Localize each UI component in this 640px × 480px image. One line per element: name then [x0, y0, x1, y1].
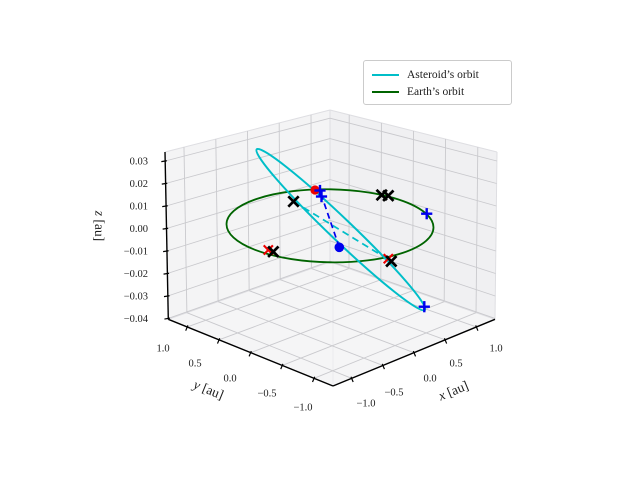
grid-wall-x — [183, 147, 188, 313]
grid-wall-x — [215, 139, 219, 302]
red-x-marker — [262, 244, 274, 256]
z-axis-label: z [au] — [91, 211, 108, 242]
y-tick — [248, 350, 252, 357]
z-tick — [164, 317, 171, 320]
grid-wall-x — [278, 122, 281, 280]
black-x-marker — [382, 189, 395, 202]
grid-floor-y — [282, 301, 445, 366]
y-tick-label: −1.0 — [293, 403, 312, 414]
z-tick — [162, 227, 169, 230]
z-tick — [161, 182, 168, 185]
x-tick-label: 1.0 — [489, 344, 502, 355]
grid-wall-y — [443, 139, 447, 302]
x-tick — [475, 325, 479, 331]
z-tick-label: −0.04 — [124, 314, 149, 325]
z-tick-label: 0.02 — [130, 179, 148, 190]
z-tick-label: 0.03 — [130, 157, 148, 168]
legend-label: Asteroid’s orbit — [407, 68, 479, 81]
legend-item-asteroid: Asteroid’s orbit — [372, 66, 503, 83]
x-tick-label: 0.0 — [423, 374, 436, 385]
x-tick — [412, 350, 417, 357]
grid-floor-y — [250, 290, 413, 354]
y-tick — [311, 376, 316, 383]
z-axis-var: z — [92, 210, 108, 217]
grid-floor-x — [280, 279, 446, 341]
legend: Asteroid’s orbit Earth’s orbit — [363, 60, 512, 105]
pane-left — [165, 110, 330, 320]
z-tick-label: 0.01 — [130, 202, 148, 213]
z-axis-line — [164, 151, 169, 320]
grid-floor-x — [311, 268, 477, 328]
y-tick — [216, 338, 221, 344]
asteroid-orbit-line-swatch — [372, 73, 399, 76]
y-tick-label: 0.0 — [223, 374, 236, 385]
y-tick — [185, 325, 189, 331]
z-tick-label: −0.03 — [124, 292, 148, 303]
pane-floor — [168, 262, 496, 386]
pane-edge — [494, 151, 498, 320]
grid-wall-x — [247, 130, 250, 291]
x-tick — [381, 363, 385, 370]
pane-right — [330, 110, 497, 320]
x-tick-label: −1.0 — [356, 399, 375, 410]
grid-wall-y — [475, 147, 479, 313]
z-tick — [161, 160, 167, 163]
black-x-marker — [385, 255, 398, 268]
z-tick-label: −0.01 — [124, 247, 148, 258]
z-tick-label: −0.02 — [124, 269, 148, 280]
z-tick-label: 0.00 — [130, 224, 148, 235]
x-tick — [350, 376, 354, 383]
legend-item-earth: Earth’s orbit — [372, 83, 503, 100]
legend-label: Earth’s orbit — [407, 85, 465, 98]
cyan-dashed-connector — [293, 200, 392, 263]
y-tick-label: −0.5 — [257, 389, 276, 400]
black-x-marker — [267, 245, 280, 258]
x-tick-label: −0.5 — [384, 388, 403, 399]
x-tick-label: 0.5 — [449, 359, 462, 370]
z-tick — [162, 205, 168, 208]
grid-floor-y — [313, 312, 477, 379]
z-tick — [163, 295, 170, 298]
grid-wall-y — [412, 130, 414, 291]
earth-orbit-line — [225, 188, 435, 264]
z-axis-unit: [au] — [91, 219, 108, 242]
x-tick — [443, 338, 448, 344]
black-x-marker — [287, 195, 300, 208]
z-tick — [163, 272, 170, 275]
earth-orbit-line-swatch — [372, 90, 399, 93]
grid-wall-y — [380, 122, 382, 280]
y-tick-label: 1.0 — [156, 344, 169, 355]
y-tick — [280, 363, 284, 370]
y-tick-label: 0.5 — [188, 359, 201, 370]
z-tick — [163, 250, 169, 253]
blue-point-marker — [334, 242, 345, 253]
